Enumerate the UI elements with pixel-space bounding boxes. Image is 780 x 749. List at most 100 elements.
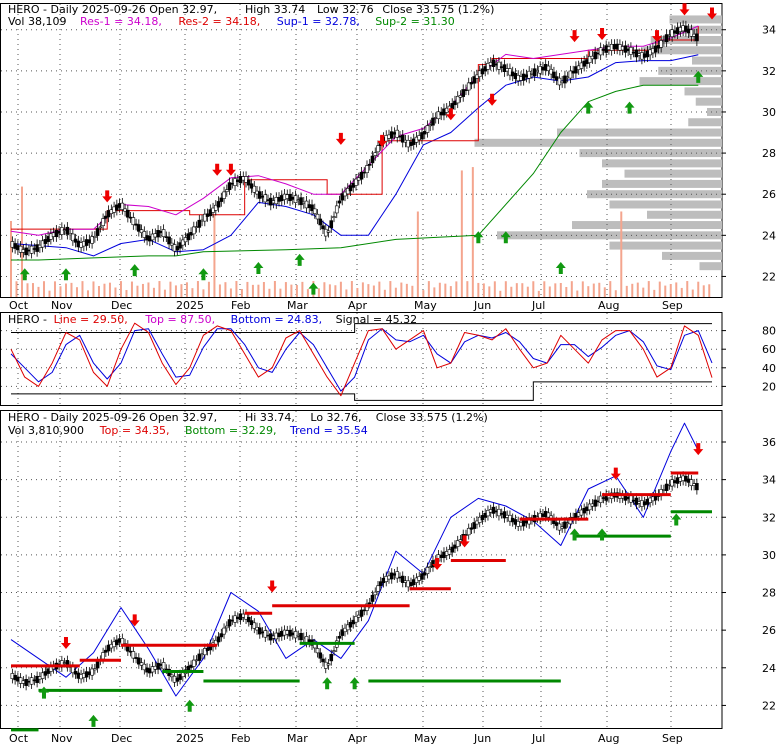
volume-bar	[31, 283, 34, 297]
volume-bar	[125, 289, 128, 297]
volume-bar	[372, 285, 375, 297]
volume-bar	[521, 283, 524, 297]
price-candle-body	[329, 220, 334, 229]
trend-ytick-label: 24	[762, 662, 776, 675]
osc-ytick-label: 60	[762, 343, 776, 356]
volume-bar	[702, 285, 705, 297]
volume-bar	[455, 281, 458, 297]
trend-title: Lo 32.76,	[310, 411, 361, 424]
sell-arrow	[597, 28, 608, 41]
price-candle-body	[653, 45, 658, 53]
volume-bar	[378, 281, 381, 297]
price-candle-body	[93, 235, 97, 238]
trend-candle-body	[137, 657, 141, 665]
price-candle-body	[90, 236, 94, 244]
trend-candle-body	[192, 659, 196, 667]
volume-bar	[273, 281, 276, 297]
price-candle-body	[95, 228, 100, 236]
volume-bar	[15, 281, 18, 297]
trend-candle-body	[502, 511, 507, 519]
trend-candle-body	[90, 668, 94, 676]
price-candle-body	[420, 132, 424, 140]
trend-candle-body	[455, 540, 460, 547]
volume-profile-bar	[699, 262, 722, 271]
trend-candle-body	[593, 499, 597, 507]
volume-bar	[86, 290, 89, 297]
price-candle-body	[310, 204, 314, 212]
trend-candle-body	[486, 510, 490, 517]
volume-profile-bar	[497, 231, 722, 240]
price-candle-body	[337, 200, 342, 204]
volume-bar	[625, 285, 628, 297]
volume-bar	[631, 283, 634, 297]
price-candle-body	[334, 205, 339, 214]
volume-bar	[427, 281, 430, 297]
volume-bar	[268, 288, 271, 297]
volume-profile-bar	[643, 46, 722, 55]
volume-profile-bar	[602, 159, 722, 168]
price-ytick-label: 34	[762, 24, 776, 37]
volume-bar	[158, 281, 161, 297]
volume-bar	[257, 284, 260, 297]
volume-bar	[658, 281, 661, 297]
price-candle-body	[461, 89, 466, 97]
trend-xtick-label: 2025	[176, 732, 204, 745]
volume-profile-bar	[474, 138, 722, 147]
price-candle-body	[472, 76, 477, 84]
trend-candle-body	[197, 653, 202, 661]
volume-bar	[636, 282, 639, 297]
trend-title: Hi 33.74,	[245, 411, 295, 424]
buy-arrow	[198, 268, 209, 281]
trend-candle-body	[367, 602, 372, 605]
volume-bar	[587, 286, 590, 297]
volume-bar	[708, 284, 711, 297]
price-legend: Vol 38,109	[8, 15, 66, 28]
trend-candle-body	[40, 672, 45, 679]
price-candle-body	[137, 224, 141, 232]
trend-candle-body	[263, 630, 268, 638]
trend-candle-body	[587, 503, 592, 511]
price-candle-body	[167, 236, 171, 245]
volume-bar	[48, 290, 51, 297]
price-candle-body	[348, 185, 353, 192]
price-candle-body	[315, 213, 320, 220]
buy-arrow	[500, 231, 511, 244]
volume-bar	[180, 284, 183, 297]
volume-bar	[207, 281, 210, 297]
volume-bar	[163, 289, 166, 297]
price-candle-body	[326, 230, 331, 233]
price-candle-body	[126, 209, 130, 218]
volume-bar	[37, 286, 40, 297]
volume-profile-bar	[572, 221, 722, 230]
osc-title: Bottom = 24.83,	[231, 313, 323, 326]
trend-candle-body	[299, 632, 303, 641]
volume-bar	[141, 283, 144, 297]
trend-ytick-label: 34	[762, 474, 776, 487]
price-candle-body	[376, 145, 380, 153]
price-candle-body	[340, 193, 345, 201]
volume-bar	[400, 282, 403, 297]
price-xtick-label: Aug	[598, 299, 619, 312]
volume-profile-bar	[688, 118, 722, 127]
volume-bar	[675, 282, 678, 297]
trend-xtick-label: May	[414, 732, 437, 745]
volume-bar	[510, 286, 513, 297]
price-candle-body	[527, 70, 531, 79]
volume-bar	[449, 286, 452, 297]
volume-bar	[477, 282, 480, 297]
price-candle-body	[629, 47, 633, 55]
volume-bar	[196, 281, 199, 297]
trend-xtick-label: Apr	[348, 732, 368, 745]
volume-bar	[642, 287, 645, 297]
trend-candle-body	[203, 648, 207, 656]
buy-arrow	[253, 262, 264, 275]
price-legend: Sup-2 = 31.30	[375, 15, 455, 28]
volume-profile-bar	[684, 87, 722, 96]
price-candle-body	[244, 176, 248, 183]
price-candle-body	[689, 29, 694, 37]
sell-arrow	[569, 30, 580, 43]
volume-bar	[235, 281, 238, 297]
price-candle-body	[367, 163, 372, 166]
volume-bar	[576, 290, 579, 297]
